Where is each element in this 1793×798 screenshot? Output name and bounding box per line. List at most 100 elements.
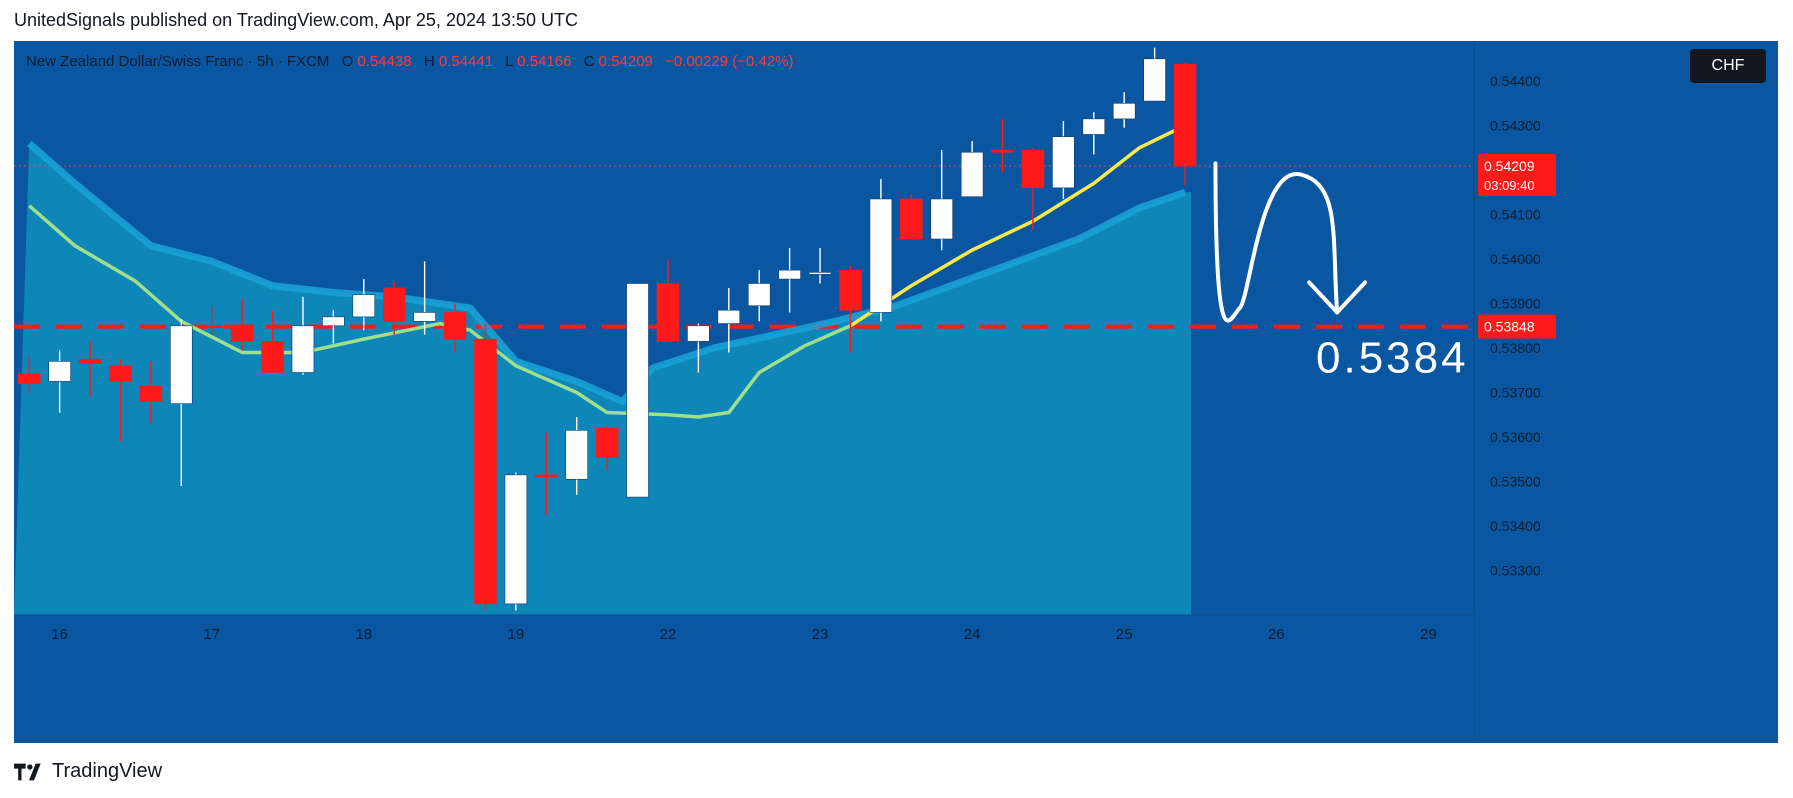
- price-axis[interactable]: 0.53300 0.53400 0.53500 0.53600 0.53700 0.538…: [1473, 41, 1778, 743]
- candle-body: [109, 365, 132, 382]
- price-tick-label: 0.54000: [1490, 251, 1541, 267]
- tradingview-logo-icon: [14, 763, 41, 780]
- candle: [109, 359, 132, 442]
- candle-body: [839, 269, 862, 311]
- candle-body: [687, 325, 710, 342]
- candle-body: [504, 474, 528, 605]
- candle-body: [717, 309, 741, 324]
- time-tick-label: 23: [812, 626, 829, 643]
- candle-body: [139, 385, 163, 402]
- candle: [200, 305, 223, 335]
- low-value: 0.54166: [517, 53, 572, 70]
- price-tick-label: 0.53800: [1490, 340, 1541, 356]
- price-chart[interactable]: 0.5384 0.53300 0.53400 0.53500 0.53600 0.537…: [14, 41, 1778, 743]
- candle: [1052, 121, 1075, 199]
- candle: [1173, 62, 1197, 186]
- time-tick-label: 16: [51, 626, 68, 643]
- candle: [1021, 147, 1045, 231]
- candle: [595, 425, 619, 471]
- candle-body: [960, 151, 984, 198]
- candle-body: [900, 198, 923, 240]
- candle: [930, 150, 953, 251]
- candle: [413, 261, 436, 335]
- candle: [778, 247, 801, 313]
- publish-header: UnitedSignals published on TradingView.c…: [14, 10, 579, 30]
- current-price-label: 0.54209 03:09:40: [1478, 154, 1556, 197]
- price-tick-label: 0.53500: [1490, 474, 1541, 490]
- close-label: C: [583, 53, 595, 70]
- candle-body: [535, 474, 558, 478]
- candle-body: [1082, 118, 1106, 135]
- time-tick-label: 29: [1420, 626, 1437, 643]
- price-tick-label: 0.53700: [1490, 385, 1541, 401]
- candle-body: [17, 373, 41, 384]
- candle-body: [200, 325, 223, 329]
- target-price-label: 0.53848: [1478, 314, 1556, 339]
- close-value: 0.54209: [598, 53, 653, 70]
- time-tick-label: 26: [1268, 626, 1285, 643]
- candle: [687, 323, 710, 373]
- tradingview-footer[interactable]: TradingView: [14, 760, 162, 783]
- candle-body: [352, 294, 376, 318]
- price-tick-label: 0.53900: [1490, 296, 1541, 312]
- candle: [535, 432, 558, 515]
- candle-body: [1173, 63, 1197, 167]
- ema-cloud-fill: [14, 143, 1192, 615]
- candle: [291, 296, 315, 375]
- high-label: H: [423, 53, 435, 70]
- symbol-legend: New Zealand Dollar/Swiss Franc · 5h · FX…: [26, 53, 794, 70]
- candle: [900, 194, 923, 240]
- time-tick-label: 24: [964, 626, 981, 643]
- candle-body: [170, 325, 193, 404]
- candle: [1112, 92, 1136, 128]
- candle-body: [474, 338, 497, 605]
- time-axis[interactable]: 16 17 18 19 22 23 24 25 26 29: [14, 614, 1474, 743]
- forecast-curve: [1213, 161, 1340, 323]
- candle: [991, 118, 1014, 173]
- candle-body: [565, 430, 588, 480]
- candle-body: [78, 358, 102, 364]
- target-label-text: 0.53848: [1484, 319, 1535, 335]
- price-tick-label: 0.53300: [1490, 563, 1541, 579]
- price-tick-label: 0.54400: [1490, 73, 1541, 89]
- target-label-bg: [1478, 314, 1556, 339]
- candle-body: [1052, 136, 1075, 189]
- candle: [261, 310, 284, 373]
- candle: [78, 341, 102, 397]
- candle-body: [291, 325, 315, 373]
- candle-body: [382, 287, 406, 322]
- candle: [139, 361, 163, 424]
- candle: [1143, 47, 1166, 102]
- time-tick-label: 22: [660, 626, 677, 643]
- footer-brand: TradingView: [52, 760, 163, 782]
- candle: [443, 303, 467, 353]
- open-value: 0.54438: [357, 53, 412, 70]
- symbol-name: New Zealand Dollar/Swiss Franc · 5h · FX…: [26, 53, 330, 70]
- candle-body: [1021, 149, 1045, 189]
- price-tick-label: 0.54300: [1490, 118, 1541, 134]
- price-tick-label: 0.53600: [1490, 429, 1541, 445]
- candle-body: [1112, 102, 1136, 120]
- candle: [808, 247, 832, 284]
- time-tick-label: 25: [1116, 626, 1133, 643]
- candle: [382, 281, 406, 335]
- candle: [352, 279, 376, 331]
- candle: [869, 178, 893, 322]
- time-tick-label: 17: [203, 626, 220, 643]
- candle-body: [322, 316, 345, 327]
- candle: [230, 299, 254, 351]
- high-value: 0.54441: [438, 53, 494, 70]
- chart-area[interactable]: 0.5384 0.53300 0.53400 0.53500 0.53600 0.537…: [14, 41, 1778, 743]
- candle-body: [595, 427, 619, 458]
- ema-slow-line: [26, 140, 1187, 405]
- forecast-arrowhead: [1307, 280, 1368, 315]
- current-label-bg: [1478, 154, 1556, 197]
- candle: [717, 287, 741, 353]
- currency-button[interactable]: CHF: [1690, 49, 1766, 83]
- candle-body: [261, 341, 284, 373]
- current-label-text: 0.54209: [1484, 158, 1535, 174]
- candle-body: [230, 324, 254, 342]
- candle-body: [747, 283, 771, 307]
- candle: [17, 356, 41, 393]
- candle: [170, 319, 193, 486]
